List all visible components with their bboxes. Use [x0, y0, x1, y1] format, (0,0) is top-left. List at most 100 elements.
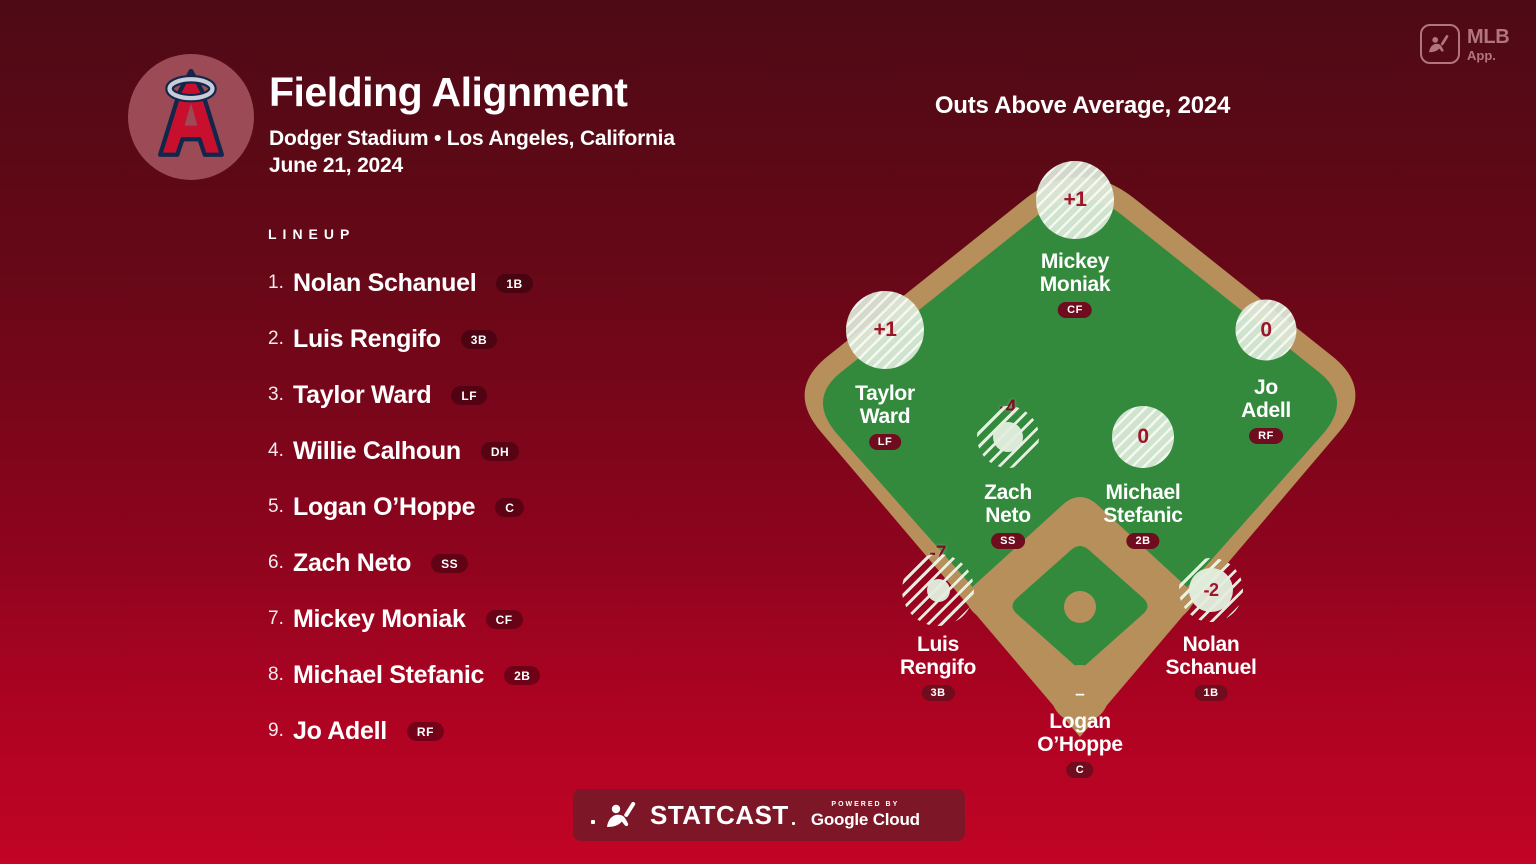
team-logo-angels	[128, 54, 254, 180]
powered-by-label: POWERED BY	[831, 800, 900, 808]
oaa-marker-ss	[977, 406, 1039, 468]
oaa-value: +1	[1063, 188, 1087, 211]
batting-order: 6.	[268, 552, 284, 573]
dot-decoration	[791, 821, 795, 825]
fielder-label: Zach Neto SS	[984, 481, 1032, 550]
fielder-label: Mickey Moniak CF	[1039, 250, 1111, 319]
oaa-heading: Outs Above Average, 2024	[934, 92, 1231, 119]
position-badge: DH	[480, 441, 520, 461]
position-badge: RF	[1249, 428, 1283, 445]
batting-order: 9.	[268, 720, 284, 741]
fielder-label: Michael Stefanic 2B	[1103, 481, 1183, 550]
position-badge: 1B	[1194, 685, 1228, 702]
batting-order: 8.	[268, 664, 284, 685]
angels-a-halo-icon	[158, 69, 224, 157]
google-cloud-wordmark: Google Cloud	[810, 809, 920, 829]
player-name: Mickey Moniak	[293, 604, 466, 633]
oaa-value: –	[1075, 684, 1085, 703]
lineup-row-8: 8. Michael Stefanic 2B	[268, 647, 541, 703]
lineup-heading: LINEUP	[268, 226, 356, 242]
statcast-wordmark: STATCAST	[650, 800, 789, 830]
oaa-marker-3b	[902, 554, 974, 626]
batting-order: 5.	[268, 496, 284, 517]
position-badge: 2B	[504, 665, 541, 685]
fielder-name: Luis Rengifo	[899, 633, 977, 680]
oaa-marker-core: -2	[1189, 568, 1233, 612]
batting-order: 4.	[268, 440, 284, 461]
oaa-marker-cf: +1	[1036, 161, 1114, 239]
fielder-label: Jo Adell RF	[1241, 376, 1291, 445]
oaa-marker-rf: 0	[1235, 299, 1297, 361]
baseball-field-diagram: +1 Mickey Moniak CF +1 Taylor Ward LF 0	[760, 145, 1405, 790]
player-name: Logan O’Hoppe	[293, 492, 476, 521]
player-name: Nolan Schanuel	[293, 268, 477, 297]
oaa-marker-core	[926, 578, 950, 602]
oaa-value: 0	[1260, 318, 1272, 341]
fielder-name: Zach Neto	[984, 481, 1032, 528]
batting-order: 2.	[268, 328, 284, 349]
position-badge: CF	[485, 609, 523, 629]
lineup-panel: LINEUP 1. Nolan Schanuel 1B 2. Luis Reng…	[268, 226, 541, 759]
position-badge: CF	[1058, 302, 1092, 319]
lineup-row-4: 4. Willie Calhoun DH	[268, 423, 540, 479]
lineup-row-2: 2. Luis Rengifo 3B	[268, 311, 540, 367]
lineup-row-7: 7. Mickey Moniak CF	[268, 591, 540, 647]
mlb-batter-icon	[607, 802, 636, 827]
fielder-label: Nolan Schanuel 1B	[1165, 633, 1257, 702]
oaa-value: +1	[873, 318, 897, 341]
fielder-name: Nolan Schanuel	[1165, 633, 1257, 680]
outfield-grass	[822, 198, 1338, 708]
batting-order: 7.	[268, 608, 284, 629]
statcast-banner: STATCAST POWERED BY Google Cloud	[573, 789, 965, 841]
position-badge: 3B	[921, 685, 955, 702]
player-name: Willie Calhoun	[293, 436, 461, 465]
fielder-name: Logan O’Hoppe	[1037, 710, 1123, 757]
position-badge: SS	[431, 553, 469, 573]
position-badge: LF	[868, 434, 902, 451]
batting-order: 3.	[268, 384, 284, 405]
fielder-label: Luis Rengifo 3B	[899, 633, 977, 702]
fielder-label: Logan O’Hoppe C	[1037, 710, 1123, 779]
player-name: Luis Rengifo	[293, 324, 441, 353]
lineup-row-1: 1. Nolan Schanuel 1B	[268, 255, 540, 311]
oaa-marker-1b: -2	[1179, 558, 1243, 622]
oaa-value: 0	[1137, 425, 1149, 448]
oaa-marker-core	[993, 422, 1023, 452]
position-badge: 3B	[460, 329, 498, 349]
lineup-row-3: 3. Taylor Ward LF	[268, 367, 540, 423]
home-plate-circle	[1051, 665, 1109, 723]
powered-by-block: POWERED BY Google Cloud	[811, 801, 920, 830]
mlb-app-icon	[1420, 24, 1460, 64]
dot-decoration	[591, 820, 595, 824]
pitcher-mound	[1064, 591, 1096, 623]
game-date: June 21, 2024	[269, 154, 403, 177]
lineup-row-9: 9. Jo Adell RF	[268, 703, 540, 759]
player-name: Taylor Ward	[293, 380, 432, 409]
mlb-app-badge: MLB App.	[1420, 24, 1510, 64]
position-badge: C	[1066, 762, 1094, 779]
page-title: Fielding Alignment	[269, 69, 628, 115]
batting-order: 1.	[268, 272, 284, 293]
player-name: Jo Adell	[293, 716, 387, 745]
player-name: Zach Neto	[293, 548, 412, 577]
lineup-row-5: 5. Logan O’Hoppe C	[268, 479, 540, 535]
lineup-row-6: 6. Zach Neto SS	[268, 535, 540, 591]
position-badge: SS	[991, 533, 1025, 550]
header-title-block: Fielding Alignment Dodger Stadium • Los …	[269, 72, 675, 178]
fielder-name: Jo Adell	[1241, 376, 1291, 423]
oaa-value: -2	[1203, 579, 1219, 600]
venue-subtitle: Dodger Stadium • Los Angeles, California	[269, 127, 675, 150]
mlb-batter-icon	[1429, 35, 1449, 53]
position-badge: C	[495, 497, 525, 517]
mlb-app-label: MLB App.	[1467, 25, 1510, 63]
position-badge: 2B	[1126, 533, 1160, 550]
player-name: Michael Stefanic	[293, 660, 485, 689]
fielder-label: Taylor Ward LF	[855, 382, 915, 451]
position-badge: RF	[406, 721, 444, 741]
position-badge: 1B	[496, 273, 533, 293]
position-badge: LF	[451, 385, 488, 405]
fielder-name: Mickey Moniak	[1039, 250, 1111, 297]
fielder-name: Michael Stefanic	[1103, 481, 1183, 528]
oaa-marker-lf: +1	[846, 291, 924, 369]
